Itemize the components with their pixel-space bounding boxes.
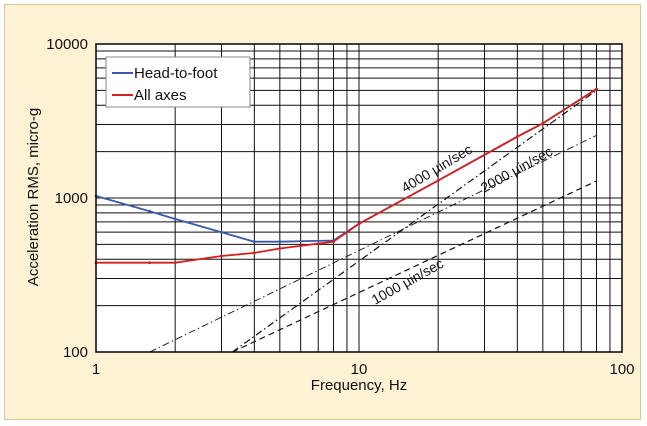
x-axis-label: Frequency, Hz (311, 377, 407, 394)
x-tick-label: 100 (609, 361, 634, 378)
data-point (515, 135, 519, 139)
reference-line-1 (149, 134, 597, 353)
reference-line-0 (232, 89, 597, 353)
x-tick-label: 1 (92, 361, 100, 378)
series-line-all-axes (96, 88, 597, 264)
data-point (148, 261, 152, 265)
y-axis-label: Acceleration RMS, micro-g (25, 108, 42, 286)
data-point (278, 247, 282, 250)
data-point (357, 222, 361, 226)
data-point (173, 217, 177, 221)
data-point (173, 261, 177, 265)
reference-lines (149, 89, 597, 353)
data-point (252, 251, 256, 255)
legend-box (105, 56, 251, 108)
grid (96, 44, 622, 352)
data-point (332, 240, 335, 244)
x-tick-label: 10 (351, 361, 368, 378)
y-tick-label: 10000 (46, 36, 88, 53)
data-point (252, 240, 256, 244)
y-tick-label: 1000 (55, 190, 88, 207)
data-point (595, 87, 598, 91)
y-tick-label: 100 (63, 344, 88, 361)
data-point (278, 240, 282, 244)
plot-border (95, 43, 623, 353)
reference-line-2 (232, 180, 597, 353)
data-point (148, 209, 152, 213)
y-tick-labels: 100 1000 10000 (46, 36, 88, 361)
legend-label-head-to-foot: Head-to-foot (134, 65, 218, 82)
data-point (541, 122, 545, 125)
legend: Head-to-foot All axes (105, 56, 251, 108)
data-point (220, 254, 223, 258)
data-point (436, 179, 440, 182)
x-tick-labels: 1 10 100 (92, 361, 635, 378)
series-lines (94, 87, 598, 265)
data-point (220, 230, 223, 234)
legend-label-all-axes: All axes (134, 87, 187, 104)
